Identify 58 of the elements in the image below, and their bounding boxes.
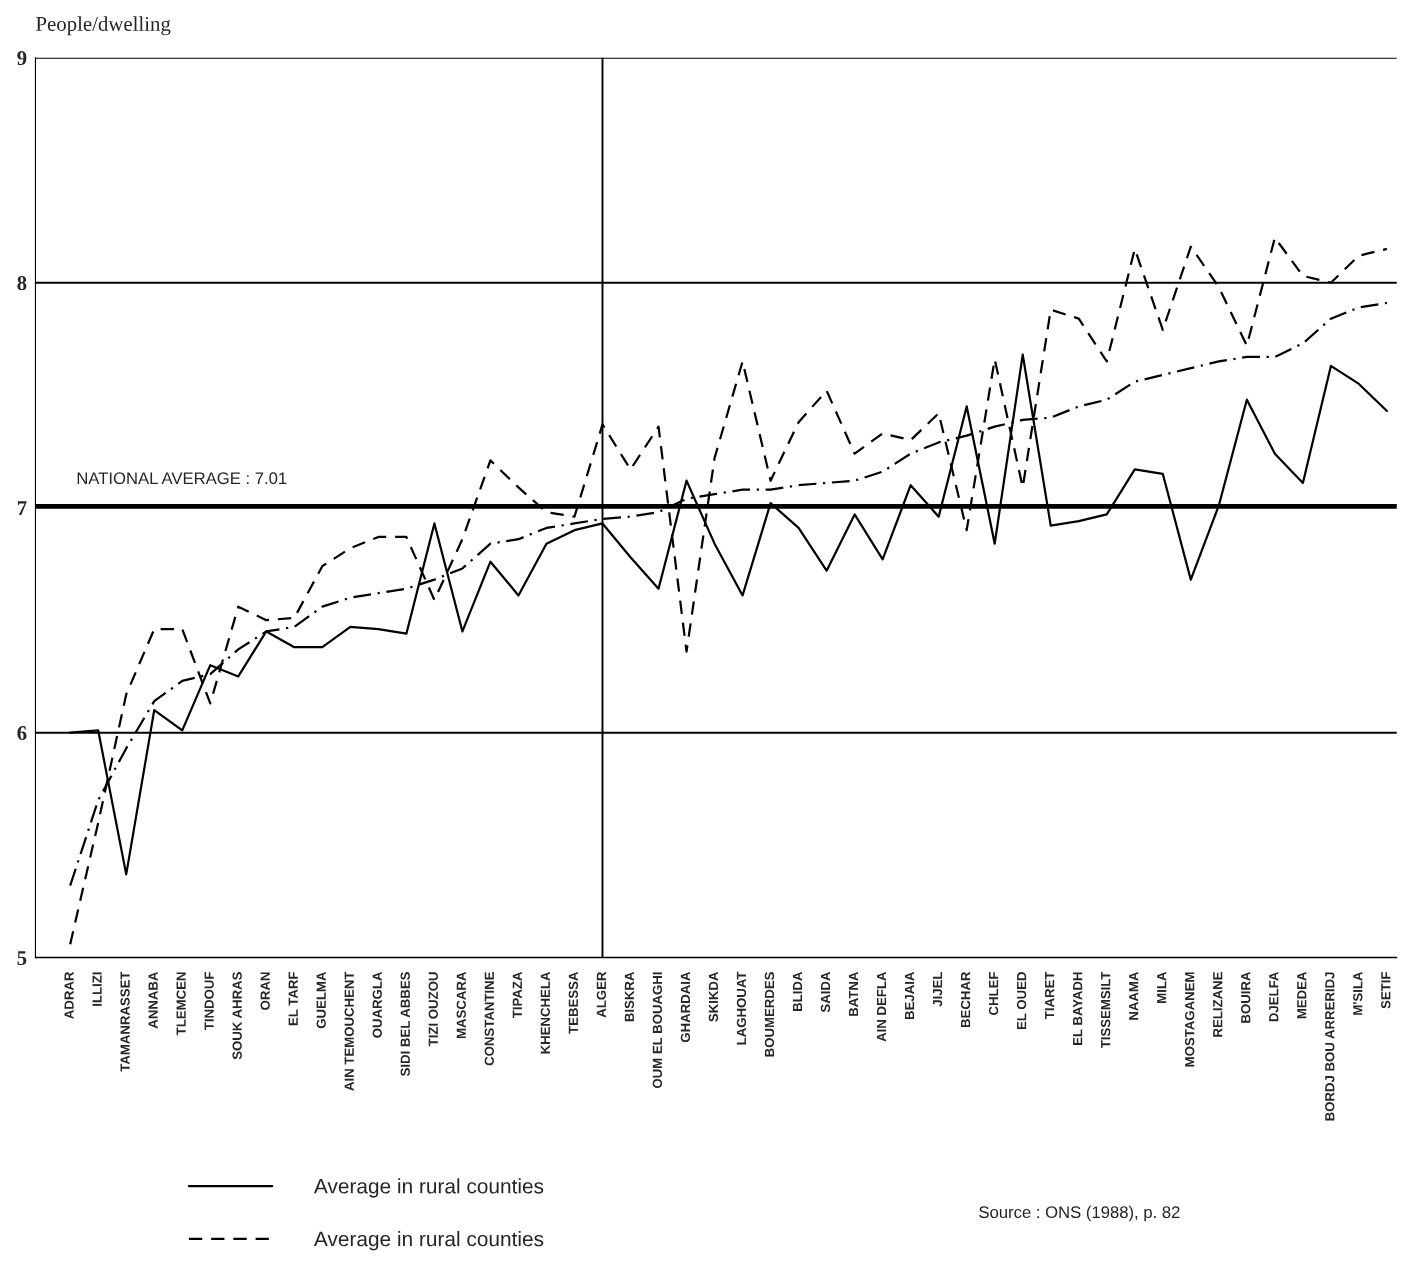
- x-tick-label: EL TARF: [288, 972, 298, 1026]
- x-tick-label: AIN DEFLA: [876, 971, 887, 1042]
- x-tick-label: CHLEF: [988, 972, 999, 1015]
- x-tick-label: TISSEMSILT: [1100, 971, 1111, 1049]
- x-tick-label: OUM EL BOUAGHI: [652, 972, 663, 1089]
- x-tick-label: DJELFA: [1269, 971, 1279, 1022]
- x-tick-label: TIPAZA: [512, 971, 522, 1019]
- source-note: Source : ONS (1988), p. 82: [979, 1205, 1180, 1222]
- x-tick-label: ANNABA: [148, 971, 158, 1029]
- x-tick-label: ORAN: [260, 972, 270, 1010]
- x-tick-label: JIJEL: [933, 971, 943, 1007]
- x-tick-label: BOUMERDES: [764, 972, 775, 1057]
- x-tick-label: EL BAYADH: [1073, 972, 1083, 1045]
- x-tick-label: TAMANRASSET: [120, 971, 130, 1072]
- x-tick-label: GUELMA: [316, 971, 326, 1029]
- x-tick-label: BECHAR: [960, 971, 971, 1028]
- ref-line-label: NATIONAL AVERAGE : 7.01: [77, 472, 287, 485]
- x-tick-label: BOUIRA: [1241, 971, 1251, 1023]
- y-tick-label: 6: [17, 726, 27, 741]
- x-tick-label: BLIDA: [792, 971, 803, 1011]
- x-tick-label: MEDEA: [1297, 971, 1307, 1019]
- x-tick-label: TIARET: [1045, 971, 1055, 1020]
- legend-label: Average in rural counties: [313, 1231, 544, 1251]
- y-tick-label: 8: [17, 276, 27, 291]
- x-tick-label: LAGHOUAT: [736, 971, 747, 1045]
- x-tick-label: RELIZANE: [1213, 972, 1223, 1037]
- x-tick-label: TEBESSA: [568, 971, 579, 1034]
- x-tick-label: ILLIZI: [92, 972, 102, 1006]
- x-tick-label: TLEMCEN: [176, 972, 186, 1036]
- y-tick-label: 9: [17, 51, 27, 66]
- x-tick-label: MOSTAGANEM: [1185, 972, 1195, 1067]
- x-tick-label: MILA: [1157, 971, 1167, 1003]
- x-tick-label: TIZI OUZOU: [428, 972, 438, 1047]
- x-tick-label: EL OUED: [1016, 972, 1027, 1030]
- y-axis-title: People/dwelling: [36, 16, 171, 36]
- y-tick-label: 7: [17, 501, 27, 515]
- x-tick-label: ADRAR: [64, 971, 74, 1019]
- x-tick-label: SOUK AHRAS: [232, 972, 242, 1060]
- x-tick-label: BEJAIA: [904, 971, 915, 1020]
- x-tick-label: KHENCHELA: [540, 971, 550, 1054]
- x-tick-label: BORDJ BOU ARRERIDJ: [1325, 972, 1335, 1121]
- x-tick-label: ALGER: [596, 971, 607, 1018]
- x-tick-label: CONSTANTINE: [484, 972, 494, 1066]
- x-tick-label: BISKRA: [624, 971, 635, 1022]
- legend-label: Average in rural counties: [313, 1178, 544, 1198]
- x-tick-label: SKIKDA: [708, 971, 719, 1022]
- x-tick-label: SAIDA: [820, 971, 831, 1013]
- x-tick-label: OUARGLA: [372, 971, 382, 1038]
- x-tick-label: GHARDAIA: [680, 971, 691, 1043]
- x-tick-label: SETIF: [1381, 972, 1391, 1009]
- x-tick-label: MASCARA: [456, 971, 466, 1039]
- x-tick-label: TINDOUF: [204, 972, 214, 1031]
- x-tick-label: SIDI BEL ABBES: [400, 972, 410, 1077]
- y-tick-label: 5: [17, 951, 27, 966]
- x-tick-label: BATNA: [848, 971, 859, 1016]
- x-tick-label: M'SILA: [1353, 971, 1363, 1015]
- x-tick-label: NAAMA: [1129, 971, 1139, 1020]
- x-tick-label: AIN TEMOUCHENT: [344, 971, 354, 1091]
